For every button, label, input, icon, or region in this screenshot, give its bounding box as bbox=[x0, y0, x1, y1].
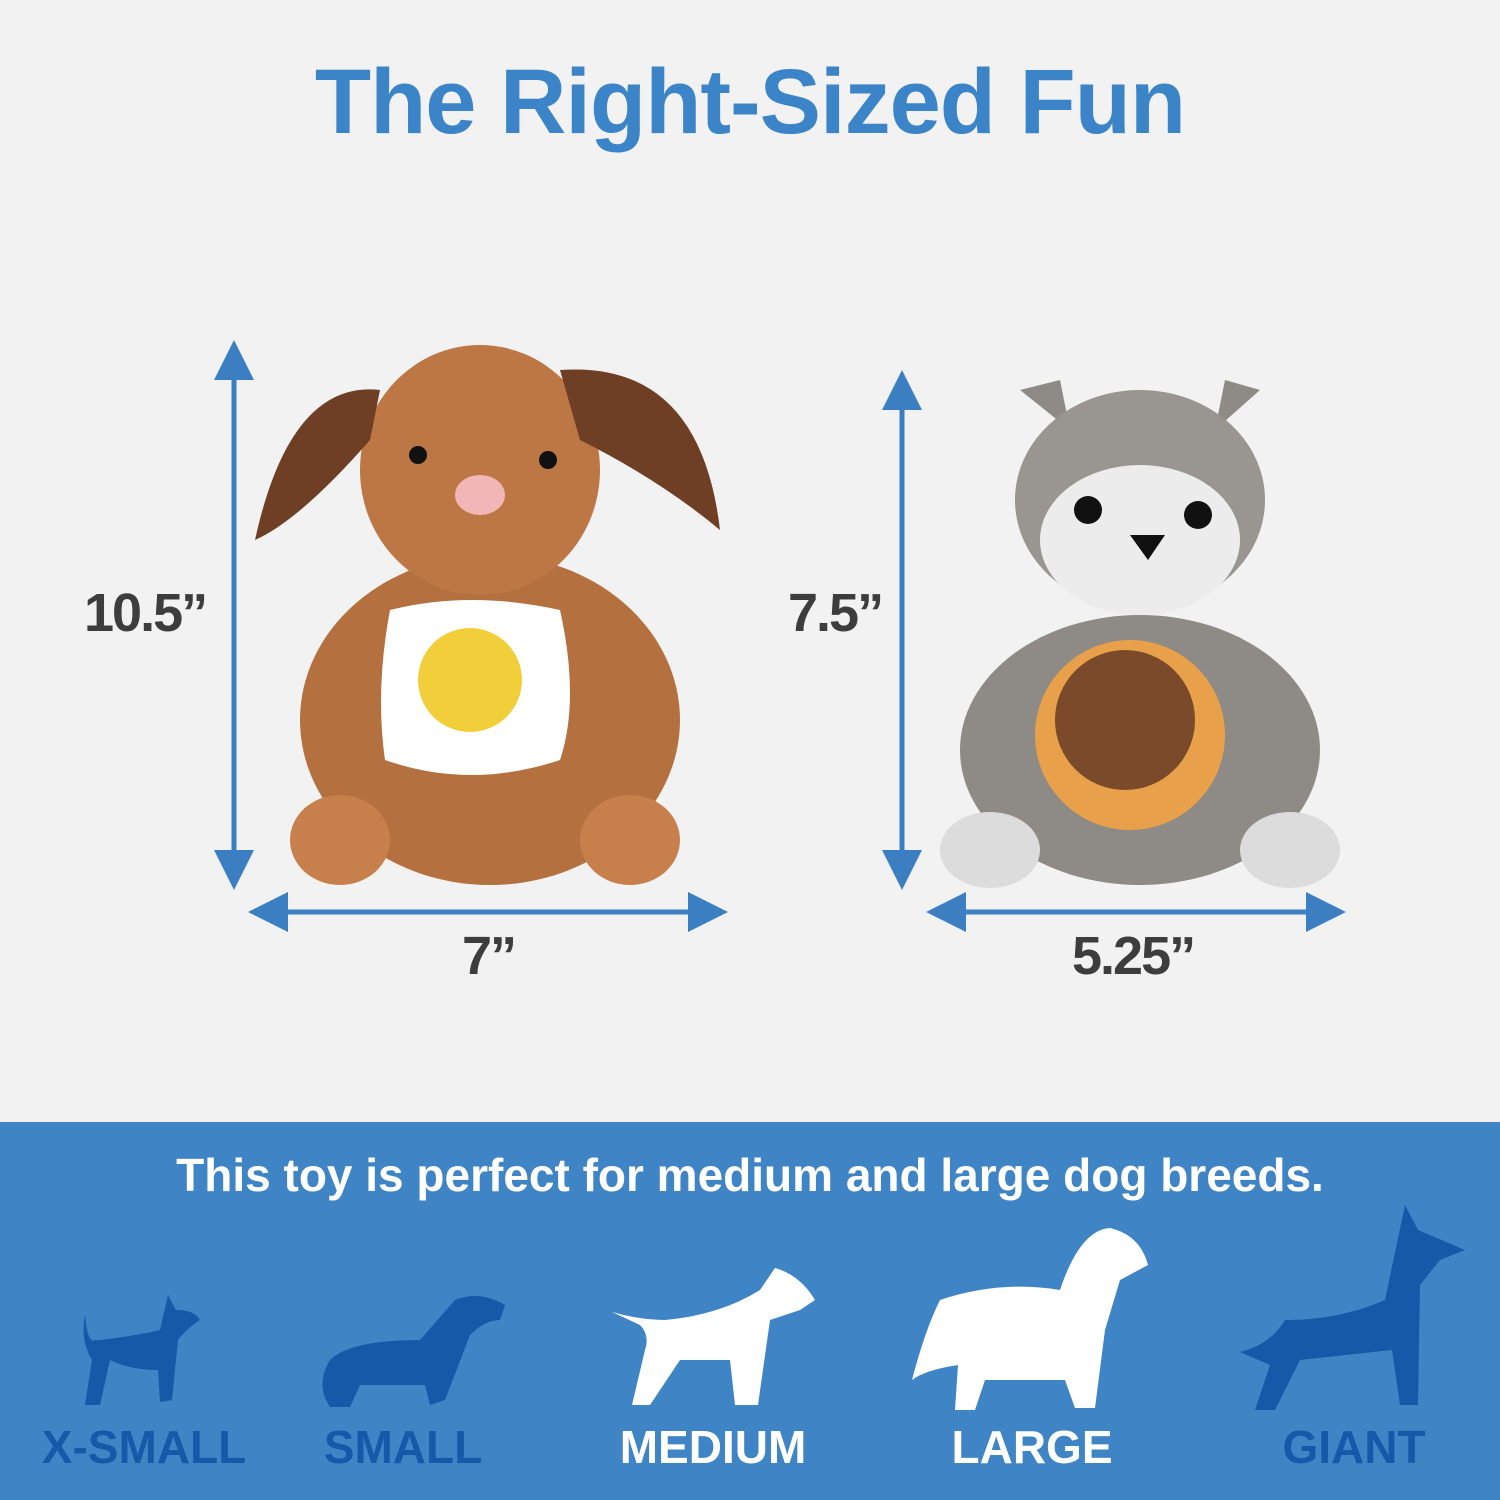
bunny-height-label: 10.5” bbox=[84, 583, 208, 643]
size-giant: GIANT bbox=[1282, 1421, 1426, 1473]
x-small-dog-icon bbox=[83, 1295, 200, 1405]
squirrel-height-label: 7.5” bbox=[788, 583, 884, 643]
banner-text: This toy is perfect for medium and large… bbox=[176, 1149, 1324, 1201]
size-medium: MEDIUM bbox=[619, 1421, 807, 1473]
page-title: The Right-Sized Fun bbox=[314, 51, 1186, 153]
bunny-toy-image bbox=[255, 345, 720, 885]
giant-dog-icon bbox=[1240, 1205, 1465, 1410]
size-large: LARGE bbox=[951, 1421, 1113, 1473]
size-x-small: X-SMALL bbox=[41, 1421, 247, 1473]
small-dog-icon bbox=[322, 1296, 505, 1407]
bunny-width-label: 7” bbox=[462, 926, 517, 986]
squirrel-width-label: 5.25” bbox=[1072, 926, 1196, 986]
large-dog-icon bbox=[912, 1228, 1148, 1410]
medium-dog-icon bbox=[612, 1268, 815, 1405]
size-small: SMALL bbox=[323, 1421, 483, 1473]
squirrel-toy-image bbox=[940, 380, 1340, 888]
